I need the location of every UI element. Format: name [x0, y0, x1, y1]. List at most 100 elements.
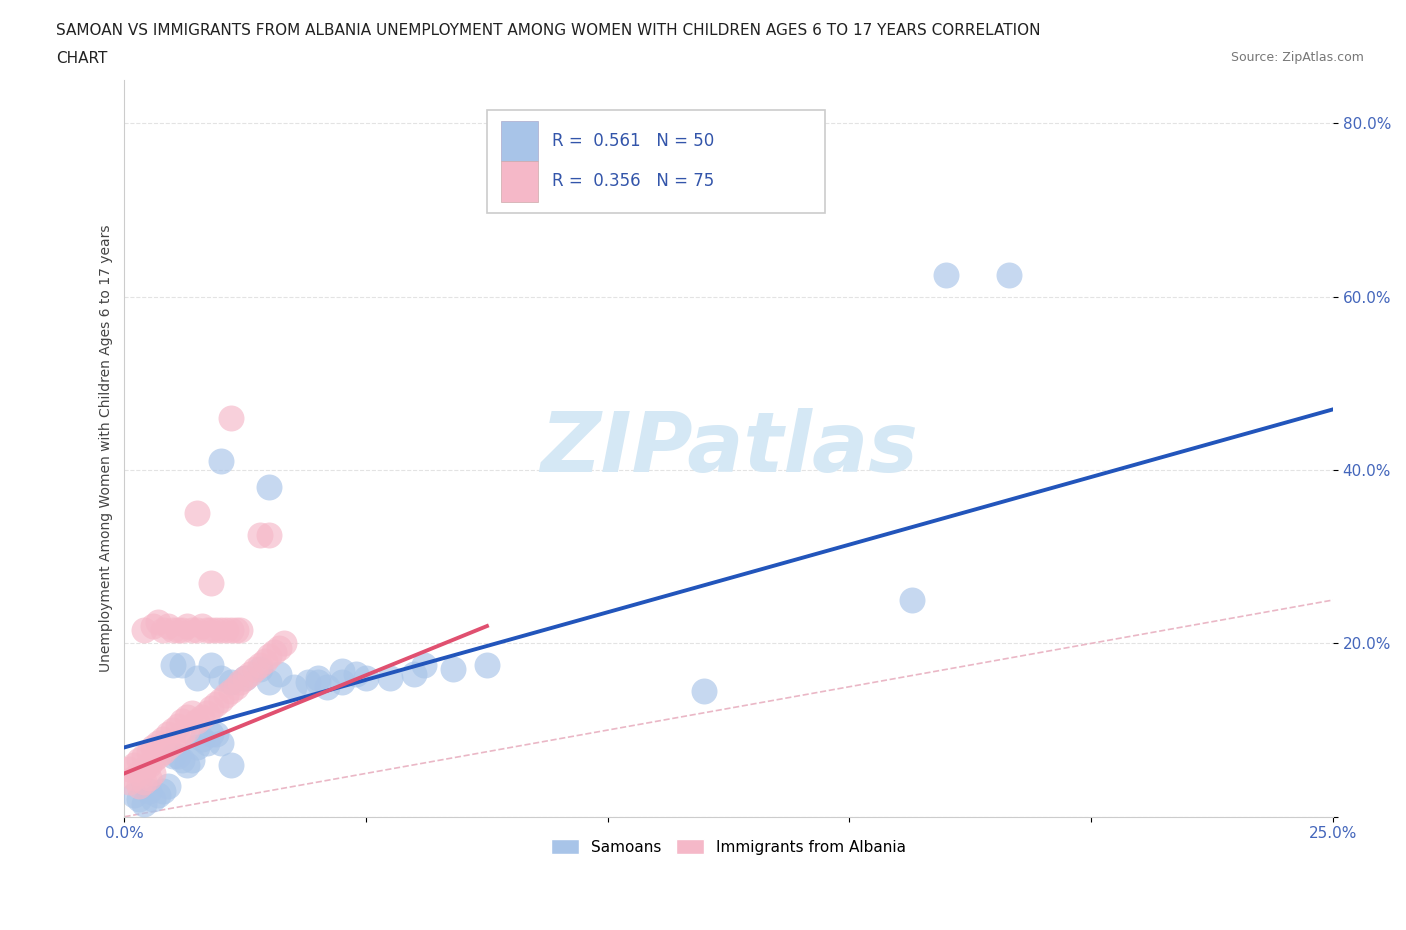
Point	[380, 671, 402, 685]
Point	[148, 615, 170, 630]
Text: R =  0.561   N = 50: R = 0.561 N = 50	[553, 132, 714, 150]
Point	[191, 710, 214, 724]
Point	[172, 753, 194, 768]
Point	[307, 671, 329, 685]
Text: Source: ZipAtlas.com: Source: ZipAtlas.com	[1230, 51, 1364, 64]
Point	[166, 749, 188, 764]
Point	[156, 727, 179, 742]
Bar	[502, 121, 537, 161]
Point	[225, 679, 247, 694]
Point	[205, 623, 228, 638]
Point	[263, 644, 285, 659]
Point	[128, 792, 150, 807]
Point	[118, 775, 141, 790]
Y-axis label: Unemployment Among Women with Children Ages 6 to 17 years: Unemployment Among Women with Children A…	[100, 225, 114, 672]
Point	[215, 623, 238, 638]
Point	[191, 618, 214, 633]
Point	[181, 753, 204, 768]
Point	[219, 623, 242, 638]
Point	[219, 675, 242, 690]
Point	[233, 671, 256, 685]
Point	[138, 757, 160, 772]
FancyBboxPatch shape	[486, 110, 825, 213]
Point	[181, 705, 204, 720]
Point	[162, 749, 184, 764]
Point	[166, 718, 188, 733]
Point	[148, 788, 170, 803]
Point	[283, 679, 305, 694]
Point	[209, 623, 232, 638]
Point	[229, 675, 252, 690]
Point	[148, 736, 170, 751]
Point	[354, 671, 377, 685]
Point	[259, 480, 281, 495]
Point	[186, 623, 208, 638]
Point	[148, 749, 170, 764]
Point	[243, 662, 266, 677]
Point	[209, 671, 232, 685]
Point	[156, 618, 179, 633]
Bar	[502, 161, 537, 202]
Point	[998, 268, 1021, 283]
Point	[219, 757, 242, 772]
Text: ZIPatlas: ZIPatlas	[540, 408, 918, 489]
Point	[132, 775, 155, 790]
Text: CHART: CHART	[56, 51, 108, 66]
Point	[138, 744, 160, 759]
Legend: Samoans, Immigrants from Albania: Samoans, Immigrants from Albania	[546, 832, 912, 860]
Point	[413, 658, 436, 672]
Point	[195, 623, 218, 638]
Point	[693, 684, 716, 698]
Point	[195, 705, 218, 720]
Point	[273, 636, 295, 651]
Point	[172, 623, 194, 638]
Text: R =  0.356   N = 75: R = 0.356 N = 75	[553, 172, 714, 191]
Point	[259, 649, 281, 664]
Point	[200, 576, 222, 591]
Point	[138, 783, 160, 798]
Point	[162, 623, 184, 638]
Point	[142, 740, 165, 755]
Point	[152, 623, 174, 638]
Point	[186, 506, 208, 521]
Point	[172, 714, 194, 729]
Point	[128, 766, 150, 781]
Point	[330, 664, 353, 679]
Point	[404, 666, 426, 681]
Point	[233, 671, 256, 685]
Point	[307, 675, 329, 690]
Point	[162, 736, 184, 751]
Point	[191, 731, 214, 746]
Point	[297, 675, 319, 690]
Point	[209, 736, 232, 751]
Point	[209, 454, 232, 469]
Point	[122, 770, 145, 785]
Point	[901, 592, 924, 607]
Point	[152, 744, 174, 759]
Point	[186, 714, 208, 729]
Point	[166, 623, 188, 638]
Point	[156, 740, 179, 755]
Point	[200, 658, 222, 672]
Point	[156, 779, 179, 794]
Point	[132, 623, 155, 638]
Point	[249, 662, 271, 677]
Point	[316, 679, 339, 694]
Point	[172, 727, 194, 742]
Point	[122, 788, 145, 803]
Point	[239, 666, 262, 681]
Point	[441, 662, 464, 677]
Point	[219, 684, 242, 698]
Point	[205, 697, 228, 711]
Point	[259, 527, 281, 542]
Point	[152, 783, 174, 798]
Point	[122, 757, 145, 772]
Point	[269, 640, 291, 655]
Point	[200, 727, 222, 742]
Point	[176, 710, 198, 724]
Point	[118, 762, 141, 777]
Point	[475, 658, 498, 672]
Point	[215, 688, 238, 703]
Point	[200, 623, 222, 638]
Point	[219, 411, 242, 426]
